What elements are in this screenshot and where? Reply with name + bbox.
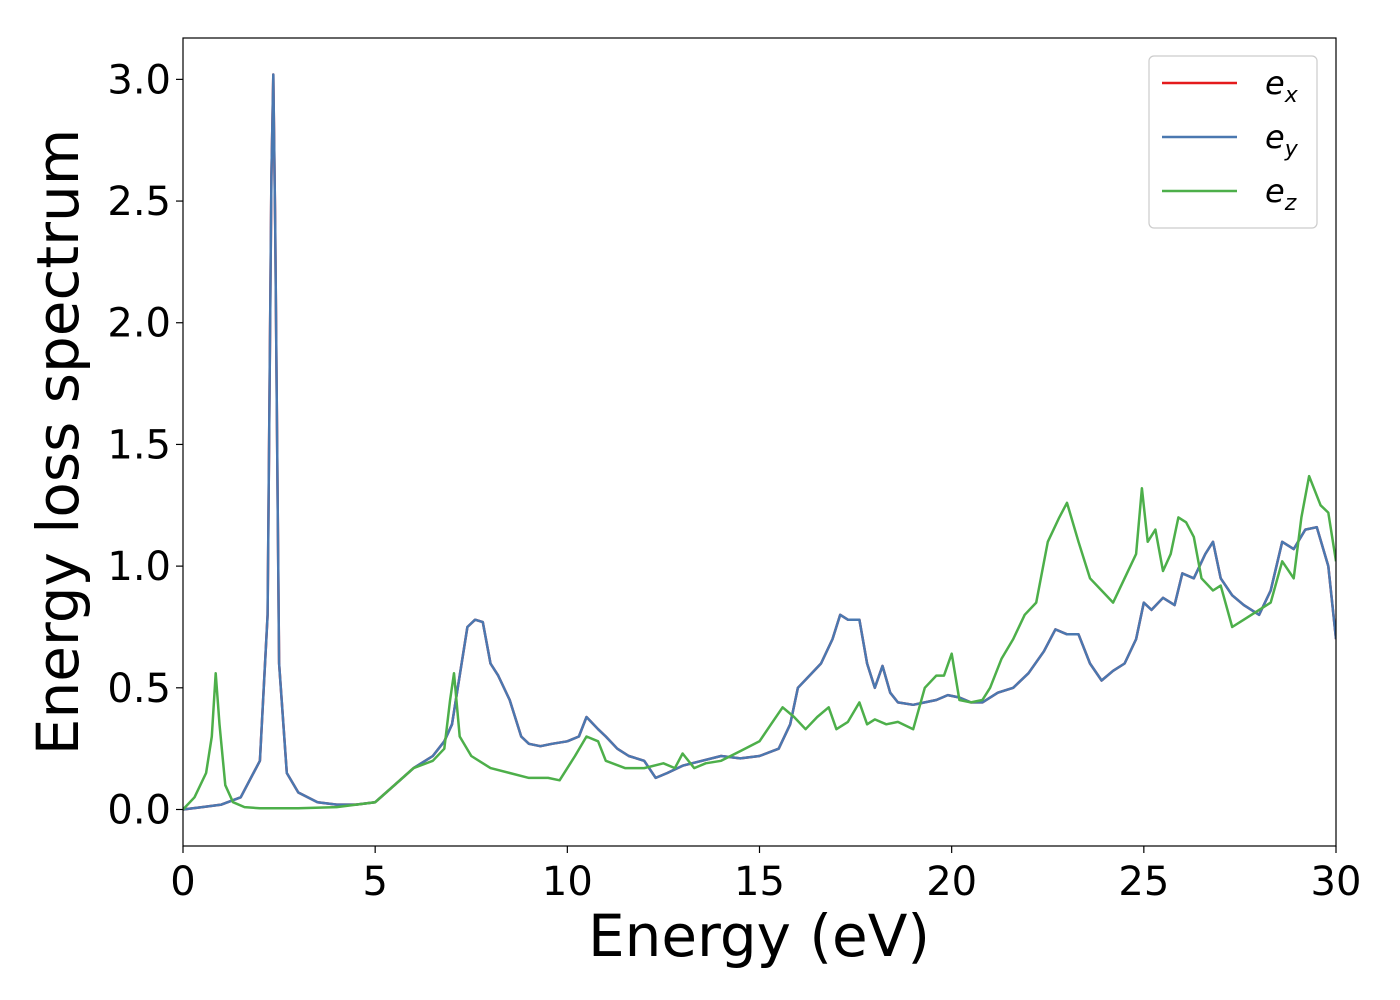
y-axis-title: Energy loss spectrum <box>24 129 92 755</box>
y-tick-label: 0.0 <box>107 787 171 833</box>
y-tick-label: 1.0 <box>107 544 171 590</box>
x-tick-label: 0 <box>170 859 195 905</box>
y-tick-label: 2.0 <box>107 301 171 347</box>
x-tick-label: 5 <box>362 859 387 905</box>
y-tick-label: 2.5 <box>107 179 171 225</box>
x-tick-label: 30 <box>1311 859 1362 905</box>
x-axis-title: Energy (eV) <box>588 902 930 970</box>
x-tick-label: 20 <box>926 859 977 905</box>
x-tick-label: 25 <box>1118 859 1169 905</box>
legend-box <box>1148 55 1318 229</box>
plot-area <box>183 73 1336 811</box>
plot-frame <box>182 37 1337 847</box>
y-tick-label: 3.0 <box>107 57 171 103</box>
y-tick-label: 1.5 <box>107 422 171 468</box>
legend-label-z: ez <box>1265 172 1297 216</box>
y-axis-ticks: 0.0 0.5 1.0 1.5 2.0 2.5 3.0 <box>107 57 183 833</box>
x-axis-ticks: 0 5 10 15 20 25 30 <box>170 846 1361 905</box>
y-tick-label: 0.5 <box>107 666 171 712</box>
x-tick-label: 10 <box>542 859 593 905</box>
x-tick-label: 15 <box>734 859 785 905</box>
series-line-z <box>183 474 1336 811</box>
